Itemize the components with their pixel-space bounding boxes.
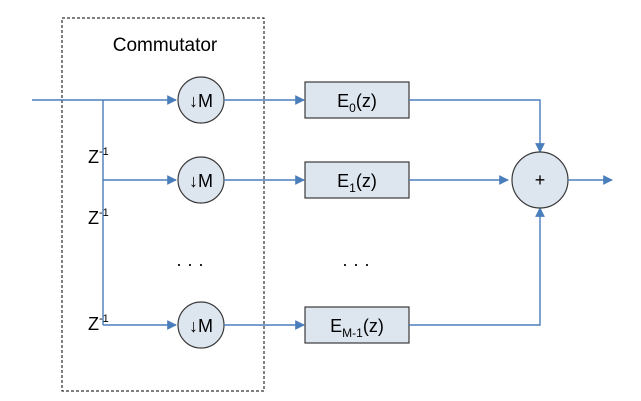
filter-box-0 (304, 81, 410, 119)
downsampler-label-1: ↓M (189, 171, 213, 191)
filter-label-0: E0(z) (337, 91, 377, 115)
commutator-frame (61, 17, 265, 392)
delay-label-0: Z-1 (88, 146, 109, 167)
filter-box-1 (304, 161, 410, 199)
downsampler-label-last: ↓M (189, 316, 213, 336)
filter-label-last: EM-1(z) (330, 316, 384, 340)
delay-label-2: Z-1 (88, 313, 109, 334)
ellipsis-filters: · · · (342, 254, 370, 274)
output-path-last (409, 207, 545, 326)
filter-label-1: E1(z) (337, 171, 377, 195)
downsampler-label-0: ↓M (189, 91, 213, 111)
commutator-label: Commutator (113, 35, 218, 56)
output-path-0 (409, 99, 545, 153)
delay-label-1: Z-1 (88, 207, 109, 228)
ellipsis-downsamplers: · · · (176, 254, 204, 274)
adder-symbol: + (535, 170, 546, 190)
